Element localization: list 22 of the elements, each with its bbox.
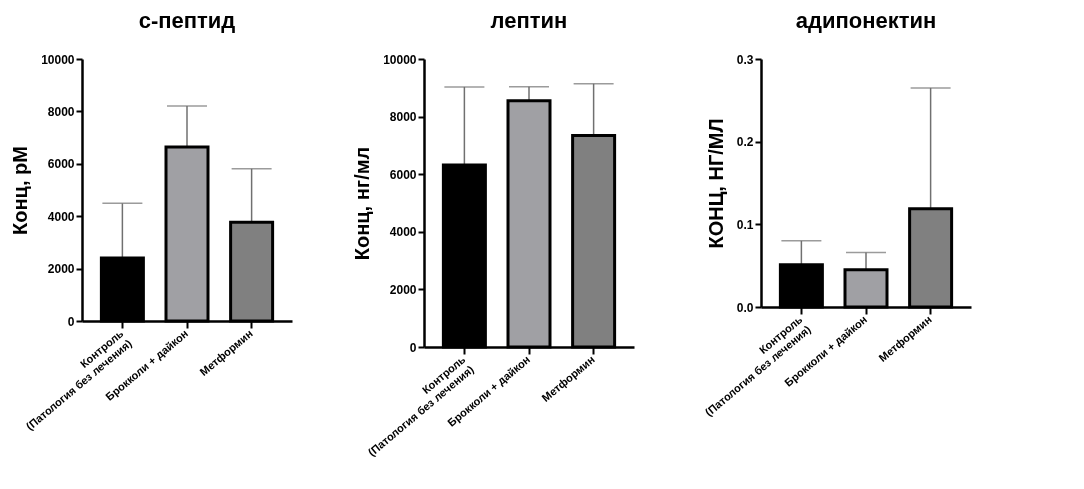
chart-title: адипонектин (795, 8, 937, 33)
y-tick-label: 0.2 (736, 135, 754, 150)
y-axis-title: Конц, рМ (9, 146, 32, 235)
y-tick-label: 10000 (383, 52, 417, 67)
y-tick-label: 0.1 (736, 217, 754, 232)
y-tick-label: 2000 (47, 262, 75, 277)
y-tick-label: 0.0 (736, 300, 754, 315)
y-tick-label: 6000 (47, 157, 75, 172)
y-axis-title: КОНЦ, НГ/МЛ (704, 118, 727, 249)
y-axis-title: Конц, нг/мл (351, 146, 374, 261)
y-tick-label: 8000 (389, 110, 417, 125)
y-tick-label: 8000 (47, 104, 75, 119)
y-tick-label: 10000 (41, 52, 75, 67)
y-tick-label: 4000 (389, 225, 417, 240)
chart-title: с-пептид (138, 8, 236, 33)
y-tick-label: 6000 (389, 167, 417, 182)
y-tick-label: 4000 (47, 209, 75, 224)
chart-title: лептин (490, 8, 568, 33)
y-tick-label: 0 (67, 314, 75, 329)
y-tick-label: 2000 (389, 282, 417, 297)
y-tick-label: 0 (409, 340, 417, 355)
y-tick-label: 0.3 (736, 52, 754, 67)
